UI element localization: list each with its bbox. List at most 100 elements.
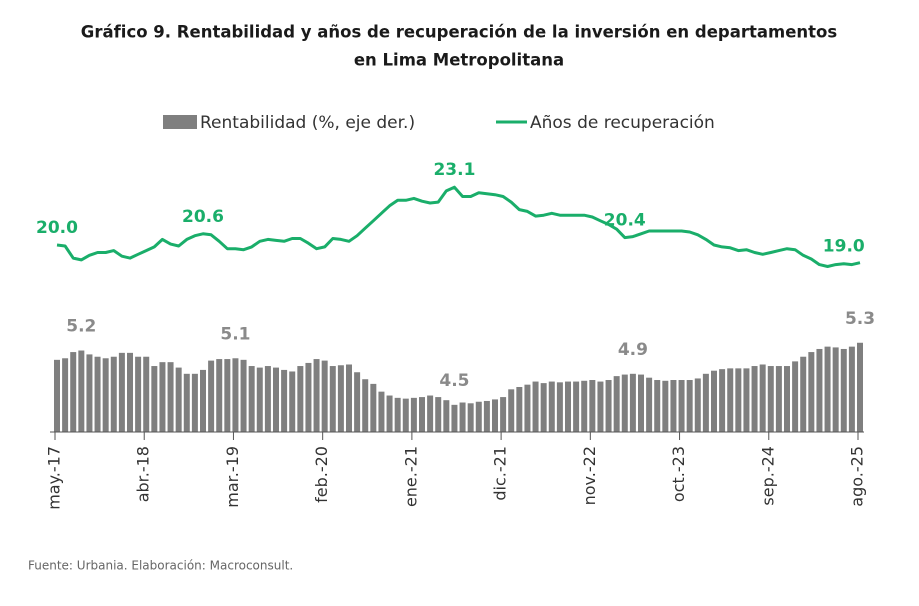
bar (346, 364, 352, 432)
bar (670, 380, 677, 432)
bar (500, 397, 507, 432)
bar (792, 361, 799, 432)
bar (329, 366, 336, 432)
bar (354, 372, 361, 432)
bar (848, 346, 855, 432)
bar (264, 366, 271, 432)
bar (337, 365, 344, 432)
bar (78, 350, 85, 432)
bar (143, 356, 150, 432)
bar (281, 369, 288, 432)
bar (110, 356, 117, 432)
bar (694, 378, 701, 432)
data-label: 23.1 (433, 160, 475, 180)
x-tick-label: feb.-20 (312, 446, 331, 503)
bar (200, 369, 206, 432)
line (56, 185, 861, 268)
bar (467, 403, 474, 432)
bar (524, 384, 531, 432)
bar (573, 381, 580, 432)
chart-title: Gráfico 9. Rentabilidad y años de recupe… (81, 23, 838, 42)
bar (362, 379, 369, 432)
bar (86, 354, 93, 432)
legend-label: Rentabilidad (%, eje der.) (200, 113, 415, 133)
bar (621, 374, 628, 432)
data-label: 20.4 (604, 211, 646, 231)
bar (638, 374, 644, 432)
data-label: 5.3 (845, 309, 875, 329)
data-label: 5.1 (220, 324, 250, 344)
bar (175, 367, 182, 432)
data-label: 4.5 (439, 371, 469, 391)
bar (767, 366, 774, 432)
bar (370, 383, 377, 432)
bar (118, 352, 125, 432)
bar (678, 380, 685, 432)
bar (548, 381, 555, 432)
bar (759, 364, 766, 432)
bar (183, 373, 190, 432)
bar (581, 380, 588, 432)
x-tick-label: ago.-25 (848, 446, 867, 507)
bar (565, 381, 571, 432)
x-tick-label: ene.-21 (401, 446, 420, 507)
bar (702, 373, 709, 432)
bar (840, 348, 847, 432)
bar (751, 366, 758, 432)
bar (297, 366, 304, 432)
bar (216, 359, 223, 432)
data-label: 20.0 (36, 218, 78, 238)
bar (54, 359, 60, 432)
bar (857, 342, 863, 432)
data-label: 5.2 (66, 317, 96, 337)
bar (540, 383, 547, 432)
x-tick-label: mar.-19 (223, 446, 242, 508)
source-note: Fuente: Urbania. Elaboración: Macroconsu… (28, 559, 293, 573)
bar (159, 362, 166, 432)
bar (800, 356, 807, 432)
bar (402, 398, 409, 432)
bar (556, 382, 563, 432)
bar (775, 366, 782, 432)
bar (248, 366, 255, 432)
bar (208, 360, 215, 432)
bar (394, 397, 401, 432)
bar (532, 381, 539, 432)
x-tick-label: dic.-21 (491, 446, 510, 501)
bar (224, 359, 231, 432)
legend-swatch (163, 115, 197, 129)
bar (516, 386, 523, 432)
x-tick-label: nov.-22 (580, 446, 599, 505)
bar (686, 380, 693, 432)
bar (240, 359, 247, 432)
legend-label: Años de recuperación (530, 113, 715, 133)
bar (824, 346, 831, 432)
bar (735, 368, 742, 432)
bar (711, 370, 717, 432)
bar (605, 380, 612, 432)
bar (70, 352, 77, 432)
x-tick-label: oct.-23 (669, 446, 688, 502)
bar (719, 369, 726, 432)
x-tick-label: abr.-18 (134, 446, 153, 502)
bar (151, 366, 158, 432)
bar (419, 397, 425, 432)
bar (613, 376, 620, 432)
bar (459, 402, 466, 432)
bar (410, 397, 417, 432)
bar (232, 358, 239, 432)
x-tick-label: may.-17 (45, 446, 64, 510)
bar (127, 352, 133, 432)
data-label: 19.0 (823, 237, 865, 257)
bar (654, 380, 661, 432)
bar (435, 397, 442, 432)
bar (305, 362, 312, 432)
bar (427, 395, 434, 432)
bar (808, 352, 815, 432)
data-label: 4.9 (618, 340, 648, 360)
bar (451, 404, 458, 432)
bar (629, 373, 636, 432)
bar (313, 359, 320, 432)
bar (273, 367, 279, 432)
